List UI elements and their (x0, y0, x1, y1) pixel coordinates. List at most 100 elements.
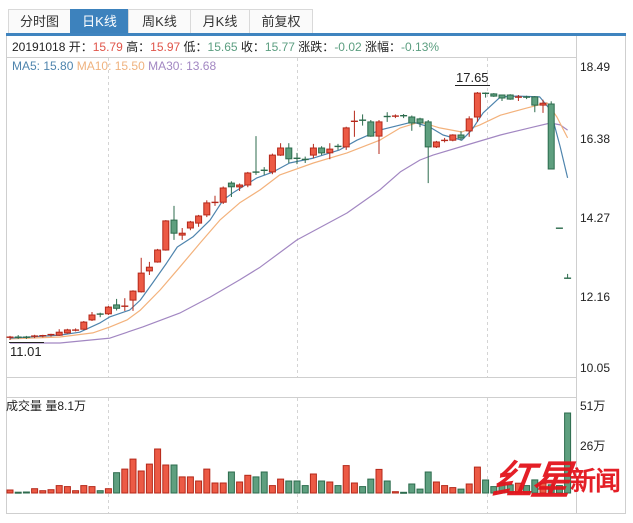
volume-bar (96, 490, 104, 494)
candlestick (539, 99, 547, 113)
candlestick (104, 306, 112, 315)
period-tabs: 分时图 日K线 周K线 月K线 前复权 (8, 9, 313, 34)
tab-intraday[interactable]: 分时图 (8, 9, 71, 33)
info-date: 20191018 (12, 40, 66, 54)
volume-bar (498, 482, 506, 494)
candlestick (441, 137, 449, 143)
volume-bar (514, 482, 522, 494)
price-axis-label: 12.16 (580, 290, 611, 304)
tab-underline (6, 33, 626, 36)
candlestick (293, 152, 301, 165)
volume-bar (506, 484, 514, 494)
candlestick (113, 298, 121, 311)
candlestick (162, 220, 170, 251)
candlestick (268, 153, 276, 175)
volume-bar (383, 480, 391, 494)
volume-bar (400, 491, 408, 494)
volume-bar (227, 471, 235, 494)
candlestick (55, 329, 63, 336)
candlestick (334, 143, 342, 150)
tab-monthly-k[interactable]: 月K线 (190, 9, 250, 33)
candlestick (170, 205, 178, 240)
volume-bar (236, 481, 244, 494)
candlestick (195, 214, 203, 227)
candlestick (227, 181, 235, 197)
candlestick (236, 183, 244, 191)
change-label: 涨跌： (298, 40, 335, 54)
candlestick (260, 167, 268, 175)
candlestick (14, 335, 22, 339)
candlestick (326, 143, 334, 160)
candlestick (80, 321, 88, 330)
volume-bar (408, 483, 416, 494)
volume-title: 成交量 (6, 399, 43, 413)
change-value: -0.02 (334, 40, 362, 54)
candlestick (285, 143, 293, 163)
candlestick (47, 333, 55, 337)
candlestick (383, 112, 391, 122)
volume-bar (391, 491, 399, 494)
candlestick (39, 334, 47, 338)
candlestick (490, 93, 498, 97)
candlestick (219, 186, 227, 204)
ma30-line (10, 122, 568, 344)
volume-bar (490, 486, 498, 494)
ma5-polyline (9, 95, 569, 339)
close-value: 15.77 (264, 40, 295, 54)
volume-bar (154, 448, 162, 494)
tab-forward-adjusted[interactable]: 前复权 (249, 9, 313, 33)
volume-bar (301, 485, 309, 494)
volume-bar (555, 485, 563, 494)
volume-bar (482, 479, 490, 494)
volume-bar (129, 458, 137, 494)
volume-bar (375, 468, 383, 494)
volume-bar (39, 490, 47, 494)
candlestick (506, 94, 514, 100)
candlestick (416, 117, 424, 128)
volume-bar (432, 481, 440, 494)
volume-bar (260, 471, 268, 494)
candlestick (72, 328, 80, 332)
open-label: 开： (68, 40, 93, 54)
high-price-marker: 17.65 (455, 70, 490, 86)
price-axis-label: 18.49 (580, 60, 611, 74)
candlestick (145, 261, 153, 275)
volume-bar (359, 486, 367, 494)
candlestick (31, 334, 39, 339)
watermark-big-text: 红星 (490, 457, 573, 504)
candlestick (6, 335, 14, 340)
volume-bar (252, 476, 260, 494)
candlestick (154, 248, 162, 263)
volume-bar (285, 480, 293, 494)
volume-bar (219, 482, 227, 494)
candlestick (514, 95, 522, 101)
volume-bar (178, 476, 186, 494)
volume-bar (424, 471, 432, 494)
candlestick (186, 220, 194, 231)
volume-bar (195, 480, 203, 494)
candlestick (465, 116, 473, 137)
watermark-logo: 红星新闻 (490, 448, 621, 506)
candlestick (391, 114, 399, 119)
volume-bar (539, 482, 547, 494)
volume-bar (22, 491, 30, 494)
ma-legend: MA5: 15.80 MA10: 15.50 MA30: 13.68 (12, 58, 216, 74)
volume-bar (63, 486, 71, 494)
tab-weekly-k[interactable]: 周K线 (128, 9, 191, 33)
low-label: 低： (183, 40, 208, 54)
volume-bar (441, 485, 449, 494)
tab-daily-k[interactable]: 日K线 (70, 9, 129, 33)
high-label: 高： (126, 40, 151, 54)
low-value: 15.65 (207, 40, 238, 54)
ma5-line (9, 95, 569, 339)
volume-bar (88, 486, 96, 494)
volume-bar (268, 485, 276, 494)
candlestick (137, 257, 145, 293)
candlestick (342, 126, 350, 150)
volume-bar (145, 463, 153, 494)
high-value: 15.97 (150, 40, 181, 54)
volume-bar (277, 478, 285, 494)
volume-bar (203, 468, 211, 494)
volume-legend: 成交量 量8.1万 (6, 398, 86, 414)
